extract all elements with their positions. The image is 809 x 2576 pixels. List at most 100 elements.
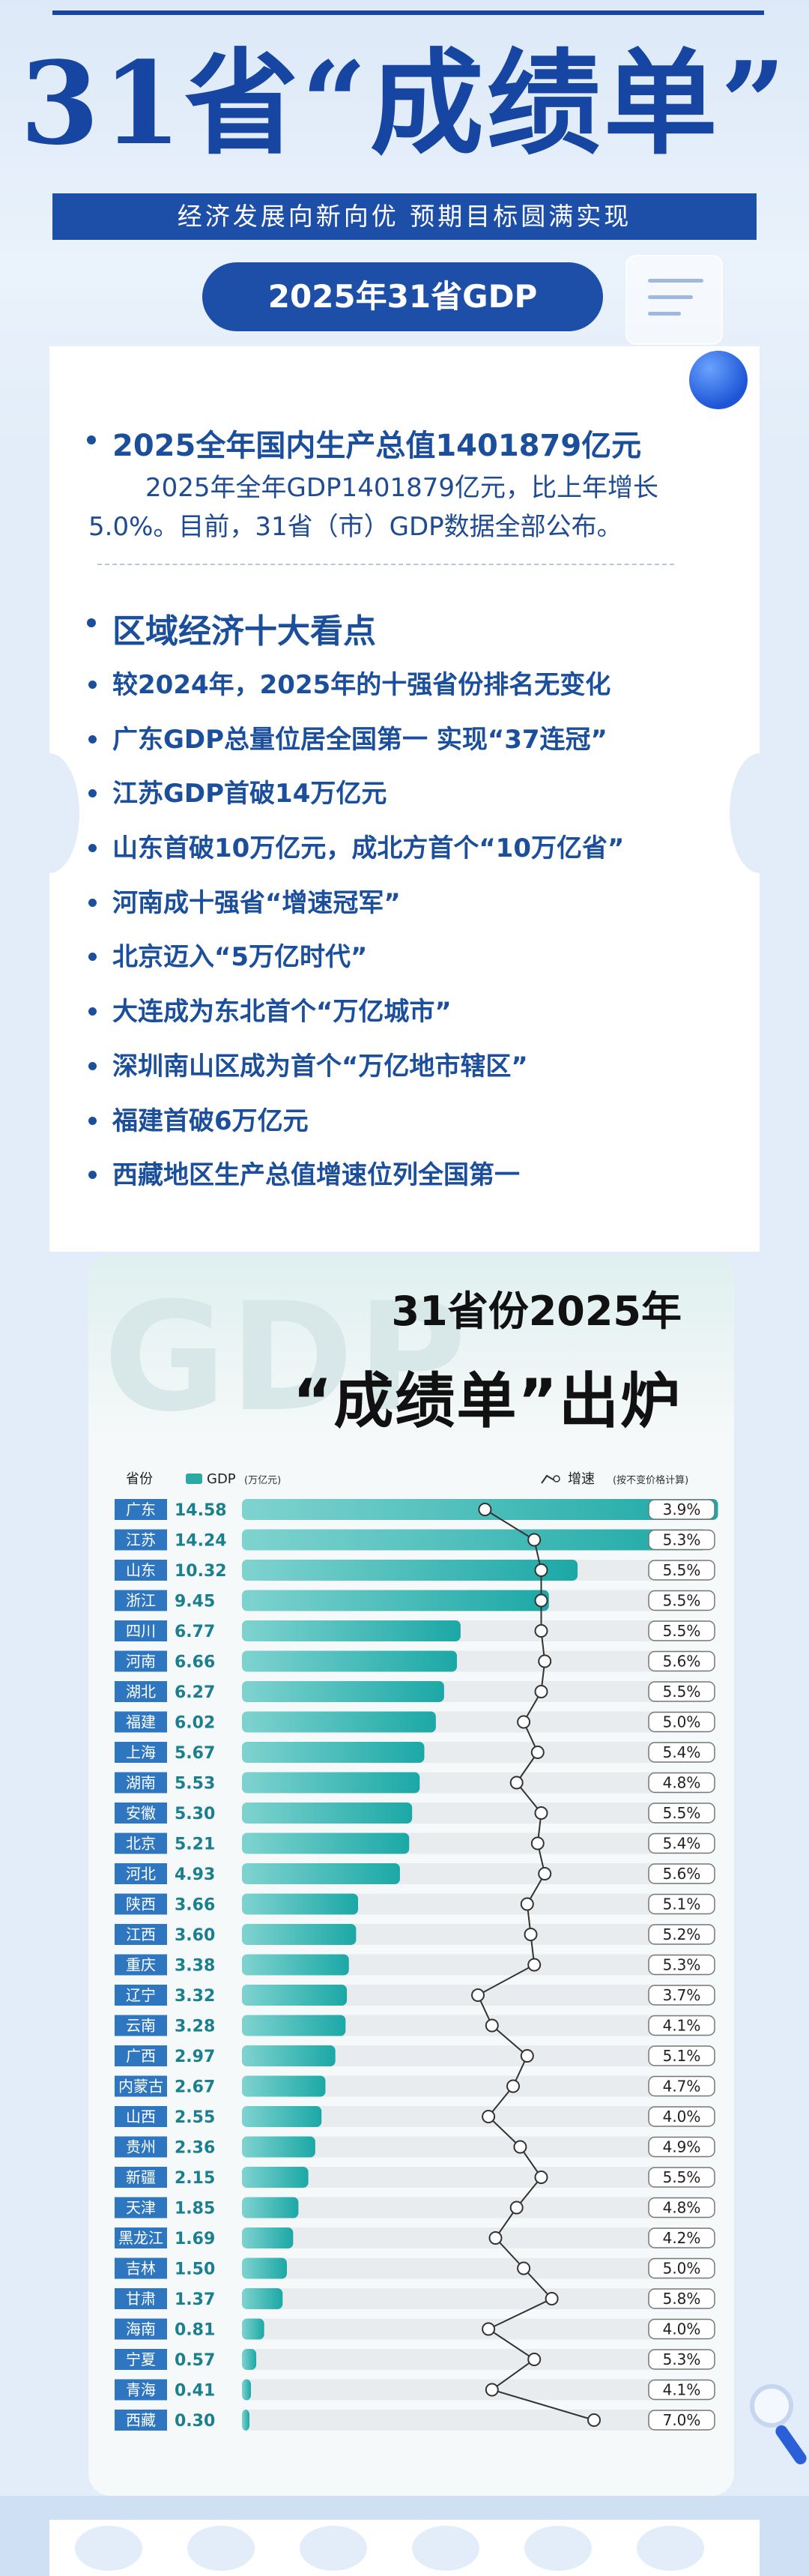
gdp-value: 1.50 (175, 2260, 215, 2279)
legend-growth-line-icon (541, 1474, 555, 1484)
list-item: 广东GDP总量位居全国第一 实现“37连冠” (88, 725, 624, 779)
growth-value: 7.0% (663, 2411, 701, 2429)
list-item: 深圳南山区成为首个“万亿地市辖区” (88, 1052, 624, 1106)
gdp-total-heading: 2025全年国内生产总值1401879亿元 (86, 421, 641, 465)
growth-badge (648, 1529, 715, 1551)
growth-point (488, 2231, 503, 2245)
growth-badge (648, 1620, 715, 1641)
growth-point (509, 1776, 524, 1790)
gdp-bar (242, 1924, 357, 1945)
gdp-value: 3.38 (175, 1957, 215, 1976)
growth-value: 5.5% (663, 1622, 701, 1640)
document-icon (625, 255, 723, 345)
main-title: 31省“成绩单” (19, 36, 790, 170)
growth-value: 3.9% (663, 1500, 701, 1518)
growth-badge (648, 2288, 715, 2309)
province-label: 广西 (126, 2047, 156, 2065)
gdp-bar (242, 1681, 444, 1702)
gdp-bar (242, 2167, 309, 2188)
province-label-bg (115, 1893, 167, 1915)
gdp-value: 1.85 (175, 2200, 215, 2218)
bar-track (242, 2257, 706, 2279)
province-label: 重庆 (126, 1956, 156, 1974)
gdp-bar (242, 2197, 299, 2218)
growth-point (545, 2292, 559, 2305)
gdp-value: 5.21 (175, 1836, 215, 1854)
province-label-bg (115, 2197, 167, 2218)
bar-track (242, 2015, 706, 2036)
growth-badge (648, 2410, 715, 2431)
province-label-bg (115, 1954, 167, 1976)
gdp-value: 6.77 (175, 1623, 215, 1641)
growth-value: 5.3% (663, 2350, 701, 2368)
growth-value: 4.0% (663, 2108, 701, 2126)
bar-track (242, 1924, 706, 1945)
growth-point (534, 1685, 548, 1698)
legend-growth-note: (按不变价格计算) (613, 1474, 688, 1486)
province-label: 吉林 (126, 2260, 156, 2278)
province-label-bg (115, 2227, 167, 2248)
province-label-bg (115, 2410, 167, 2431)
growth-point (527, 2353, 542, 2366)
province-label: 海南 (126, 2320, 156, 2338)
chart-glow (88, 1255, 734, 1443)
growth-badge (648, 1650, 715, 1672)
gdp-bar (242, 1803, 413, 1824)
growth-point (485, 2018, 499, 2033)
growth-value: 4.8% (663, 1774, 701, 1792)
chart-legend: 省份 GDP (万亿元) 增速 (按不变价格计算) (126, 1471, 688, 1487)
gdp-value: 10.32 (175, 1562, 227, 1581)
growth-badge (648, 1863, 715, 1884)
province-label: 西藏 (126, 2411, 156, 2429)
gdp-bar (242, 2227, 294, 2248)
card-notch-left (19, 753, 79, 873)
province-label: 河北 (126, 1865, 156, 1883)
province-label: 四川 (126, 1622, 156, 1640)
gdp-value: 6.66 (175, 1653, 215, 1672)
growth-value: 3.7% (663, 1986, 701, 2004)
gdp-value: 5.67 (175, 1744, 215, 1763)
growth-value: 5.4% (663, 1743, 701, 1761)
wave-scallop (412, 2526, 479, 2571)
growth-badge (648, 2075, 715, 2097)
chart-card: GDP 31省份2025年 “成绩单”出炉 省份 GDP (万亿元) 增速 (按… (88, 1255, 734, 2496)
province-label-bg (115, 1985, 167, 2006)
province-label: 黑龙江 (118, 2229, 163, 2247)
top-rule (52, 10, 764, 15)
province-label-bg (115, 1742, 167, 1763)
province-label-bg (115, 1803, 167, 1824)
province-label-bg (115, 2379, 167, 2401)
bar-track (242, 2075, 706, 2097)
gdp-value: 3.60 (175, 1926, 215, 1945)
chart-title: 31省份2025年 (391, 1288, 682, 1335)
province-label: 北京 (126, 1835, 156, 1853)
growth-badge (648, 1499, 715, 1520)
province-label-bg (115, 2106, 167, 2127)
gdp-bar (242, 2379, 252, 2401)
growth-badge (648, 2167, 715, 2188)
province-label-bg (115, 1560, 167, 1581)
province-label: 陕西 (126, 1895, 156, 1913)
gdp-value: 1.37 (175, 2290, 215, 2309)
gdp-value: 0.30 (175, 2412, 215, 2431)
gdp-bar (242, 2015, 346, 2036)
highlights-list: 较2024年，2025年的十强省份排名无变化 广东GDP总量位居全国第一 实现“… (88, 670, 624, 1215)
province-label-bg (115, 2075, 167, 2097)
province-label: 江苏 (126, 1531, 156, 1549)
growth-value: 5.1% (663, 2047, 701, 2065)
gdp-value: 2.55 (175, 2108, 215, 2127)
list-item: 西藏地区生产总值增速位列全国第一 (88, 1160, 624, 1215)
growth-value: 5.4% (663, 1835, 701, 1853)
province-label-bg (115, 1711, 167, 1733)
province-label: 天津 (126, 2199, 156, 2217)
growth-badge (648, 2227, 715, 2248)
province-label-bg (115, 1620, 167, 1641)
bar-track (242, 2045, 706, 2066)
bar-track (242, 2167, 706, 2188)
legend-province: 省份 (126, 1471, 153, 1487)
growth-value: 4.1% (663, 2381, 701, 2399)
growth-badge (648, 2045, 715, 2066)
province-label: 甘肃 (126, 2290, 156, 2308)
list-item: 较2024年，2025年的十强省份排名无变化 (88, 670, 624, 725)
gdp-bar (242, 2106, 322, 2127)
